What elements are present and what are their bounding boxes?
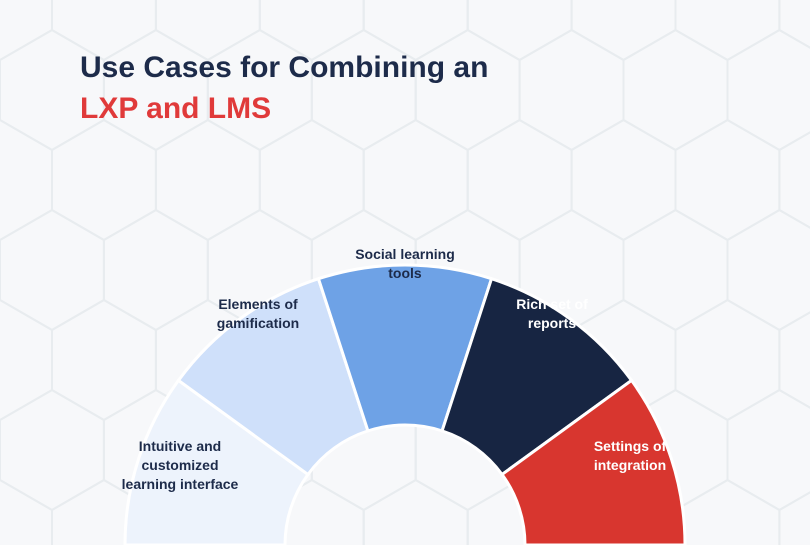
title-line-1: Use Cases for Combining an <box>80 48 488 89</box>
title-line-2: LXP and LMS <box>80 89 488 130</box>
segment-label-4: Settings of integration <box>570 437 690 475</box>
page-title: Use Cases for Combining an LXP and LMS <box>80 48 488 129</box>
segment-label-3: Rich set of reports <box>492 295 612 333</box>
semi-donut-chart: Intuitive and customized learning interf… <box>0 185 810 545</box>
segment-label-2: Social learning tools <box>340 245 470 283</box>
content: Use Cases for Combining an LXP and LMS I… <box>0 0 810 545</box>
segment-label-0: Intuitive and customized learning interf… <box>105 437 255 494</box>
segment-label-1: Elements of gamification <box>198 295 318 333</box>
